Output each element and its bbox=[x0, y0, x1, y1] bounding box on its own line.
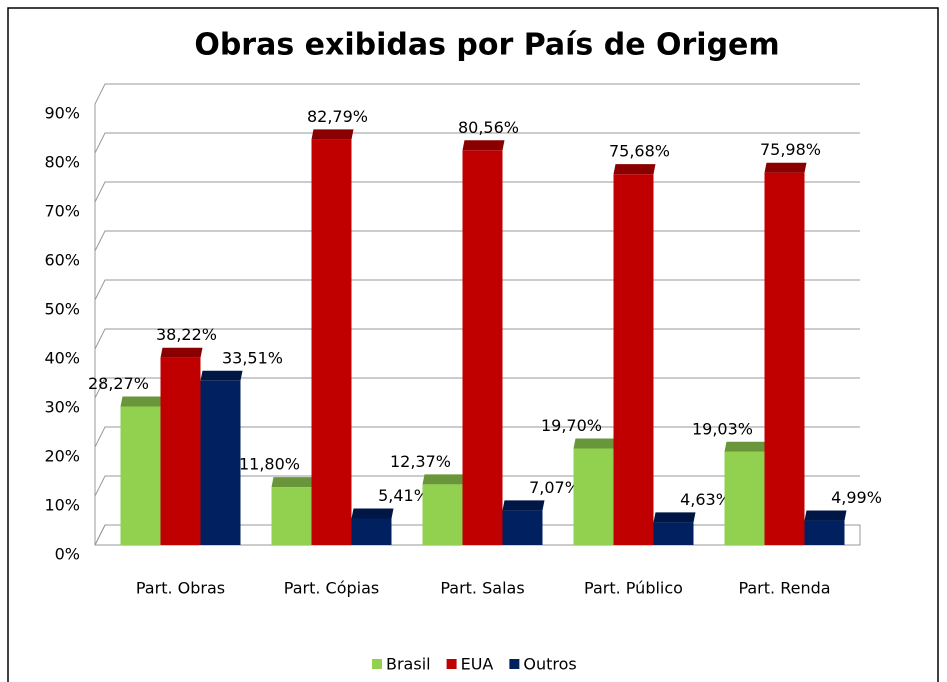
bar-top bbox=[160, 347, 203, 358]
bar bbox=[120, 406, 161, 545]
grid-line bbox=[94, 230, 860, 252]
bar bbox=[200, 380, 241, 545]
data-label: 4,99% bbox=[831, 488, 882, 507]
data-label: 11,80% bbox=[239, 455, 300, 474]
data-label: 33,51% bbox=[222, 348, 283, 367]
bar bbox=[160, 357, 201, 545]
bar bbox=[351, 518, 392, 545]
bar-top bbox=[724, 441, 767, 452]
bar-top bbox=[311, 129, 354, 140]
x-tick-label: Part. Salas bbox=[440, 579, 524, 598]
bar-top bbox=[653, 512, 696, 523]
bar-top bbox=[351, 508, 394, 519]
legend-label: EUA bbox=[461, 655, 494, 674]
y-tick-label: 60% bbox=[44, 251, 80, 270]
y-tick-label: 20% bbox=[44, 447, 80, 466]
grid-line bbox=[94, 426, 860, 448]
grid-line bbox=[94, 132, 860, 154]
data-label: 75,98% bbox=[760, 140, 821, 159]
data-label: 7,07% bbox=[529, 478, 580, 497]
bar bbox=[613, 174, 654, 545]
bar bbox=[311, 139, 352, 546]
bar-top bbox=[462, 140, 505, 151]
bar-top bbox=[502, 500, 545, 511]
data-label: 5,41% bbox=[378, 486, 429, 505]
grid-line bbox=[94, 328, 860, 350]
bar-top bbox=[804, 510, 847, 521]
legend-label: Outros bbox=[523, 655, 576, 674]
bar bbox=[271, 487, 312, 545]
x-tick-label: Part. Renda bbox=[738, 579, 830, 598]
bar-top bbox=[271, 477, 314, 488]
legend-label: Brasil bbox=[386, 655, 431, 674]
chart-title: Obras exibidas por País de Origem bbox=[194, 28, 779, 63]
data-label: 38,22% bbox=[156, 325, 217, 344]
data-label: 19,70% bbox=[541, 416, 602, 435]
y-tick-label: 90% bbox=[44, 104, 80, 123]
grid-line bbox=[94, 377, 860, 399]
data-label: 4,63% bbox=[680, 490, 731, 509]
legend-swatch bbox=[509, 659, 520, 669]
data-label: 12,37% bbox=[390, 452, 451, 471]
bar-top bbox=[120, 396, 163, 407]
grid-line bbox=[94, 181, 860, 203]
y-tick-label: 80% bbox=[44, 153, 80, 172]
y-tick-label: 40% bbox=[44, 349, 80, 368]
bar-top bbox=[573, 438, 616, 449]
bar bbox=[462, 150, 503, 546]
bar-top bbox=[200, 370, 243, 381]
y-tick-label: 70% bbox=[44, 202, 80, 221]
bar bbox=[502, 510, 543, 545]
data-label: 28,27% bbox=[88, 374, 149, 393]
grid-line bbox=[94, 83, 860, 105]
legend-swatch bbox=[372, 659, 382, 669]
y-tick-label: 30% bbox=[44, 398, 80, 417]
x-tick-label: Part. Público bbox=[584, 579, 683, 598]
bar bbox=[764, 172, 805, 545]
data-label: 80,56% bbox=[458, 118, 519, 137]
data-label: 82,79% bbox=[307, 107, 368, 126]
y-tick-label: 10% bbox=[44, 496, 80, 515]
data-label: 75,68% bbox=[609, 142, 670, 161]
y-tick-label: 50% bbox=[44, 300, 80, 319]
legend-swatch bbox=[446, 659, 457, 669]
bar bbox=[724, 451, 765, 545]
y-tick-label: 0% bbox=[55, 545, 80, 564]
bar bbox=[573, 448, 614, 545]
x-tick-label: Part. Cópias bbox=[284, 579, 379, 598]
grid-line bbox=[94, 279, 860, 301]
bar-top bbox=[764, 162, 807, 173]
bar-top bbox=[613, 164, 656, 175]
bar bbox=[653, 522, 694, 545]
bar bbox=[804, 520, 845, 545]
x-tick-label: Part. Obras bbox=[136, 579, 225, 598]
bar-top bbox=[422, 474, 465, 485]
bar bbox=[422, 484, 463, 545]
data-label: 19,03% bbox=[692, 419, 753, 438]
